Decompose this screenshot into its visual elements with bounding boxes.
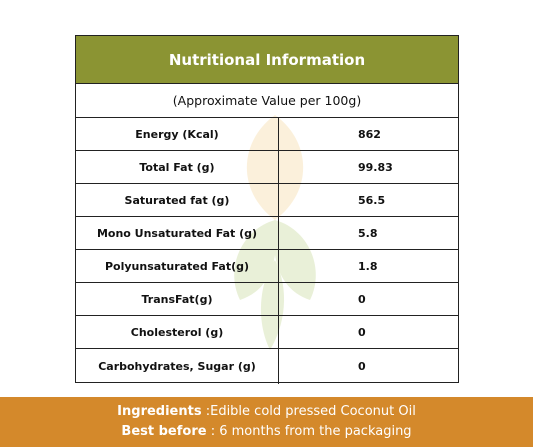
table-row: Energy (Kcal) 862: [76, 118, 458, 151]
row-value: 0: [358, 292, 366, 306]
table-row: Saturated fat (g) 56.5: [76, 184, 458, 217]
ingredients-label: Ingredients: [117, 404, 202, 419]
row-label: TransFat(g): [76, 283, 279, 315]
row-value: 5.8: [358, 226, 378, 240]
ingredients-line: Ingredients :Edible cold pressed Coconut…: [117, 402, 416, 422]
row-value: 56.5: [358, 193, 386, 207]
table-row: TransFat(g) 0: [76, 283, 458, 316]
best-before-text: : 6 months from the packaging: [206, 424, 412, 439]
row-label: Saturated fat (g): [76, 184, 279, 216]
ingredients-text: :Edible cold pressed Coconut Oil: [201, 404, 416, 419]
row-value: 1.8: [358, 259, 378, 273]
row-label: Cholesterol (g): [76, 316, 279, 348]
row-label: Carbohydrates, Sugar (g): [76, 349, 279, 384]
row-value: 862: [358, 127, 381, 141]
row-value: 0: [358, 325, 366, 339]
row-label: Total Fat (g): [76, 151, 279, 183]
table-row: Cholesterol (g) 0: [76, 316, 458, 349]
row-label: Mono Unsaturated Fat (g): [76, 217, 279, 249]
row-value: 0: [358, 360, 366, 373]
row-value: 99.83: [358, 160, 393, 174]
table-row: Total Fat (g) 99.83: [76, 151, 458, 184]
table-row: Polyunsaturated Fat(g) 1.8: [76, 250, 458, 283]
table-subtitle: (Approximate Value per 100g): [76, 84, 458, 118]
row-label: Energy (Kcal): [76, 118, 279, 150]
table-row: Carbohydrates, Sugar (g) 0: [76, 349, 458, 384]
table-title: Nutritional Information: [76, 36, 458, 84]
nutrition-table: Nutritional Information (Approximate Val…: [75, 35, 459, 384]
table-row: Mono Unsaturated Fat (g) 5.8: [76, 217, 458, 250]
best-before-line: Best before : 6 months from the packagin…: [121, 422, 411, 442]
row-label: Polyunsaturated Fat(g): [76, 250, 279, 282]
best-before-label: Best before: [121, 424, 207, 439]
info-footer: Ingredients :Edible cold pressed Coconut…: [0, 397, 533, 447]
